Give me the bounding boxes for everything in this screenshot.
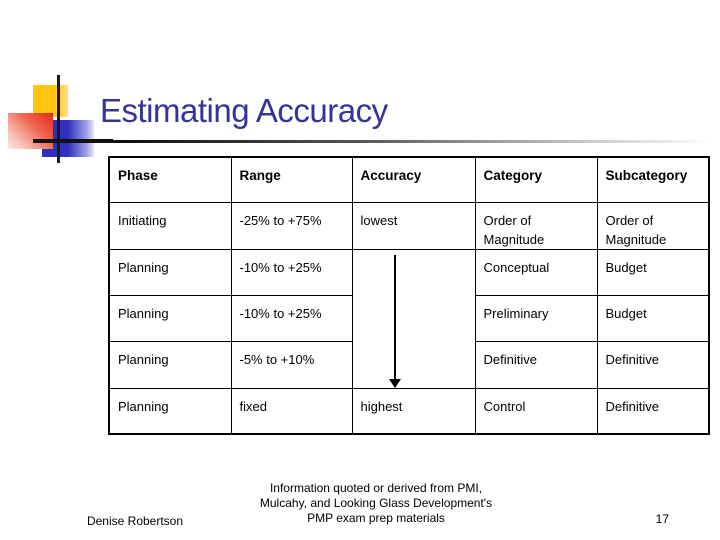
footer-attribution-line: PMP exam prep materials xyxy=(307,511,445,525)
table-cell: -5% to +10% xyxy=(230,340,353,389)
table-cell: Planning xyxy=(108,294,232,342)
column-header-range: Range xyxy=(230,156,353,203)
footer-attribution: Information quoted or derived from PMI, … xyxy=(230,481,522,526)
table-row: Planning -5% to +10% Definitive Definiti… xyxy=(108,340,710,389)
table-cell: Order of Magnitude xyxy=(596,201,710,250)
accuracy-down-arrow-cell xyxy=(351,248,476,389)
table-cell: Budget xyxy=(596,294,710,342)
table-cell: Planning xyxy=(108,387,232,435)
table-row: Planning -10% to +25% Conceptual Budget xyxy=(108,248,710,389)
column-header-phase: Phase xyxy=(108,156,232,203)
table-cell: -25% to +75% xyxy=(230,201,353,250)
table-row: Planning fixed highest Control Definitiv… xyxy=(108,387,710,435)
column-header-category: Category xyxy=(474,156,598,203)
table-cell: highest xyxy=(351,387,476,435)
accent-red-square xyxy=(8,113,53,149)
column-header-subcategory: Subcategory xyxy=(596,156,710,203)
table-cell: lowest xyxy=(351,201,476,250)
title-underline-rule xyxy=(75,140,710,143)
table-cell: Conceptual xyxy=(474,248,598,296)
crosshair-vertical-line xyxy=(57,75,60,163)
arrow-down-icon xyxy=(388,378,401,387)
footer-attribution-line: Information quoted or derived from PMI, xyxy=(269,481,483,495)
table-cell: Definitive xyxy=(474,340,598,389)
table-cell: Planning xyxy=(108,248,232,296)
table-cell: Control xyxy=(474,387,598,435)
table-cell: Definitive xyxy=(596,340,710,389)
page-title: Estimating Accuracy xyxy=(100,92,388,129)
table-header-row: Phase Range Accuracy Category Subcategor… xyxy=(108,156,710,203)
table-cell: Initiating xyxy=(108,201,232,250)
table-row: Initiating -25% to +75% lowest Order of … xyxy=(108,201,710,250)
estimating-accuracy-table: Phase Range Accuracy Category Subcategor… xyxy=(108,156,710,435)
table-cell: Planning xyxy=(108,340,232,389)
arrow-shaft xyxy=(393,254,396,380)
table-cell: -10% to +25% xyxy=(230,248,353,296)
accent-yellow-square xyxy=(33,85,68,117)
crosshair-horizontal-line xyxy=(33,139,113,143)
table-cell: Budget xyxy=(596,248,710,296)
slide-page-number: 17 xyxy=(655,512,669,526)
table-cell: Preliminary xyxy=(474,294,598,342)
footer-attribution-line: Mulcahy, and Looking Glass Development's xyxy=(259,496,493,510)
table-cell: Order of Magnitude xyxy=(474,201,598,250)
footer-author: Denise Robertson xyxy=(86,514,184,528)
column-header-accuracy: Accuracy xyxy=(351,156,476,203)
table-cell: -10% to +25% xyxy=(230,294,353,342)
table-cell: Definitive xyxy=(596,387,710,435)
table-cell: fixed xyxy=(230,387,353,435)
